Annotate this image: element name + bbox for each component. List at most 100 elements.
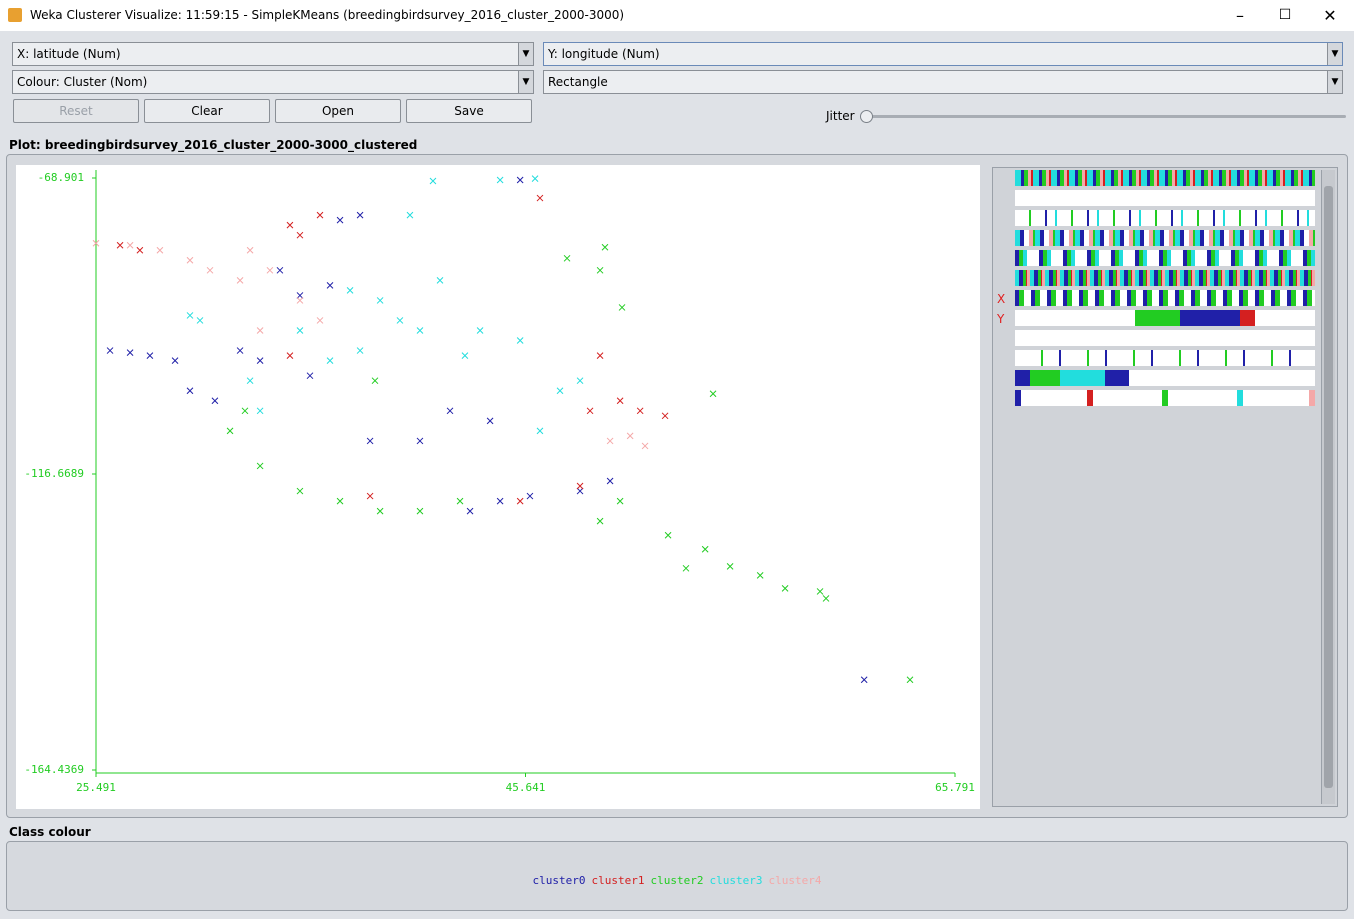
minimize-button[interactable]: – (1236, 6, 1244, 25)
data-point (316, 317, 324, 324)
data-point (276, 266, 284, 274)
y-tick-label: -164.4369 (24, 763, 84, 776)
y-tick-label: -116.6689 (24, 467, 84, 480)
data-point (429, 177, 437, 185)
attribute-bar (1015, 270, 1315, 286)
legend-entry: cluster3 (709, 874, 763, 887)
colour-select[interactable]: Colour: Cluster (Nom) ▼ (12, 70, 534, 94)
data-point (211, 397, 219, 405)
data-point (596, 266, 604, 274)
data-point (256, 407, 264, 415)
data-point (306, 372, 314, 380)
attribute-bar (1015, 310, 1315, 326)
data-point (366, 437, 374, 445)
data-point (626, 432, 634, 440)
attribute-bar (1015, 290, 1315, 306)
data-point (186, 387, 194, 395)
y-axis-select[interactable]: Y: longitude (Num) ▼ (543, 42, 1343, 66)
colour-select-text: Colour: Cluster (Nom) (17, 75, 148, 89)
x-select-text: X: latitude (Num) (17, 47, 121, 61)
data-point (326, 282, 334, 289)
attribute-bar (1015, 330, 1315, 346)
shape-select-text: Rectangle (548, 75, 608, 89)
data-point (256, 357, 264, 364)
data-point (563, 254, 571, 262)
class-colour-legend: cluster0 cluster1 cluster2 cluster3 cluster4 (6, 841, 1348, 911)
data-point (416, 327, 424, 334)
data-point (709, 390, 717, 398)
data-point (616, 397, 624, 405)
plot-label: Plot: breedingbirdsurvey_2016_cluster_20… (9, 138, 418, 152)
shape-select[interactable]: Rectangle ▼ (543, 70, 1343, 94)
data-point (576, 377, 584, 385)
clear-button[interactable]: Clear (144, 99, 270, 123)
data-point (296, 297, 304, 304)
data-point (296, 327, 304, 334)
scrollbar-thumb[interactable] (1324, 186, 1333, 788)
data-point (576, 482, 584, 490)
data-point (116, 241, 124, 249)
x-tick-label: 25.491 (76, 781, 116, 794)
data-point (92, 239, 100, 247)
data-point (636, 407, 644, 415)
dropdown-arrow: ▼ (518, 43, 533, 65)
data-point (171, 357, 179, 364)
data-point (256, 327, 264, 334)
data-point (236, 347, 244, 354)
window-title: Weka Clusterer Visualize: 11:59:15 - Sim… (30, 8, 625, 22)
data-point (461, 352, 469, 359)
data-point (606, 437, 614, 445)
data-point (256, 462, 264, 470)
data-point (436, 277, 444, 284)
class-colour-label: Class colour (9, 825, 91, 839)
data-point (682, 564, 690, 572)
data-point (136, 246, 144, 254)
jitter-track[interactable] (866, 115, 1346, 118)
maximize-button[interactable]: ☐ (1278, 7, 1292, 23)
scrollbar[interactable] (1321, 170, 1335, 804)
open-button[interactable]: Open (275, 99, 401, 123)
x-attribute-marker: X (997, 292, 1006, 306)
y-tick-label: -68.901 (38, 171, 84, 184)
data-point (186, 256, 194, 264)
data-point (126, 241, 134, 249)
data-point (586, 407, 594, 415)
data-point (816, 588, 824, 595)
data-point (326, 357, 334, 364)
close-button[interactable]: ✕ (1323, 6, 1337, 25)
jitter-slider[interactable] (860, 110, 873, 123)
data-point (596, 352, 604, 359)
x-tick-label: 45.641 (506, 781, 546, 794)
dropdown-arrow: ▼ (1327, 43, 1342, 65)
data-point (456, 497, 464, 505)
data-point (126, 349, 134, 356)
data-point (266, 266, 274, 274)
attribute-bar (1015, 390, 1315, 406)
data-point (296, 292, 304, 299)
data-point (516, 337, 524, 344)
legend-entry: cluster4 (768, 874, 822, 887)
data-point (446, 407, 454, 415)
data-point (726, 562, 734, 570)
x-axis-select[interactable]: X: latitude (Num) ▼ (12, 42, 534, 66)
data-point (356, 347, 364, 354)
jitter-label: Jitter (826, 109, 855, 123)
attribute-panel: X Y (992, 167, 1338, 807)
legend-entry: cluster2 (650, 874, 704, 887)
data-point (641, 442, 649, 450)
data-point (156, 246, 164, 254)
data-point (196, 317, 204, 324)
save-button[interactable]: Save (406, 99, 532, 123)
reset-button[interactable]: Reset (13, 99, 139, 123)
title-bar: Weka Clusterer Visualize: 11:59:15 - Sim… (0, 0, 1354, 31)
data-point (701, 545, 709, 553)
legend-entry: cluster0 (532, 874, 586, 887)
data-point (476, 327, 484, 334)
x-tick-label: 65.791 (935, 781, 975, 794)
data-point (416, 437, 424, 445)
attribute-bar (1015, 190, 1315, 206)
data-point (516, 497, 524, 505)
data-point (346, 287, 354, 294)
data-point (661, 412, 669, 420)
